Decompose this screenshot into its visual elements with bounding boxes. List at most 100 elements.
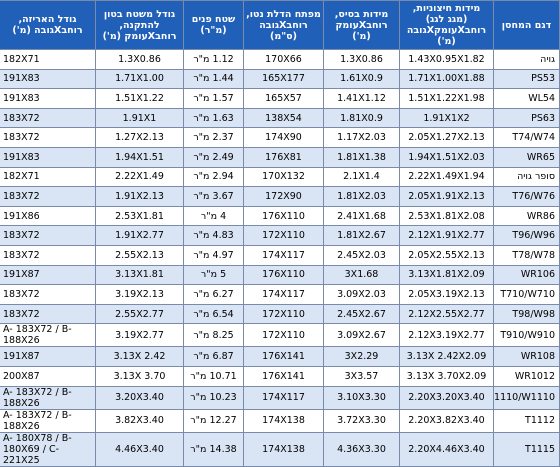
table-cell: 2.05X3.19X2.13 xyxy=(399,284,494,305)
table-cell: 174X117 xyxy=(243,385,324,410)
table-cell: 4.46X3.40 xyxy=(95,431,184,467)
table-cell: 183X72 xyxy=(0,244,96,266)
table-cell: 2.22X1.49X1.94 xyxy=(399,166,494,188)
table-cell: 3.10X3.30 xyxy=(323,385,400,410)
table-cell: 172X90 xyxy=(243,186,324,207)
table-cell: 183X72 xyxy=(0,127,96,148)
table-cell: 3X2.29 xyxy=(323,346,400,367)
table-cell: 3.09X2.67 xyxy=(323,323,400,348)
table-cell: 2.55X2.13 xyxy=(95,244,184,266)
table-cell: גויה xyxy=(493,49,560,70)
table-cell: 2.05X2.55X2.13 xyxy=(399,244,494,266)
header-cell: גודל האריזה, רוחבXגובה (מ') xyxy=(0,0,96,50)
table-cell: WR108 xyxy=(493,346,560,367)
table-cell: 3.13X1.81X2.09 xyxy=(399,264,494,286)
table-cell: 1.91X1X2 xyxy=(399,107,494,129)
table-cell: 2.12X1.91X2.77 xyxy=(399,225,494,246)
table-cell: A- 183X72 / B-188X26 xyxy=(0,323,96,348)
table-cell: 1.44 מ"ר xyxy=(183,68,244,90)
header-cell: דגם המחסן xyxy=(493,0,560,50)
table-cell: 2.1X1.4 xyxy=(323,166,400,188)
table-cell: 191X83 xyxy=(0,68,96,90)
table-cell: PS63 xyxy=(493,107,560,129)
table-cell: 1.51X1.22 xyxy=(95,88,184,109)
header-cell: מפתח הדלת נטו, רוחבXגובה (ס"מ) xyxy=(243,0,324,50)
table-cell: 2.55X2.77 xyxy=(95,303,184,325)
table-row: T710/W710 2.05X3.19X2.13 3.09X2.03 174X117 6… xyxy=(0,284,560,305)
table-cell: T710/W710 xyxy=(493,284,560,305)
table-cell: 176X141 xyxy=(243,365,324,387)
table-cell: 1.51X1.22X1.98 xyxy=(399,88,494,109)
table-cell: 1.43X0.95X1.82 xyxy=(399,49,494,70)
table-cell: 2.20X3.82X3.40 xyxy=(399,408,494,433)
table-cell: 6.87 מ"ר xyxy=(183,346,244,367)
table-cell: 5 מ"ר xyxy=(183,264,244,286)
table-cell: 2.41X1.68 xyxy=(323,205,400,227)
table-row: T1110/W1110 2.20X3.20X3.40 3.10X3.30 174X11… xyxy=(0,385,560,410)
table-row: PS53 1.71X1.00X1.88 1.61X0.9 165X177 1.44 מ"… xyxy=(0,68,560,90)
table-row: T98/W98 2.12X2.55X2.77 2.45X2.67 172X110 6.5… xyxy=(0,303,560,325)
table-cell: 176X110 xyxy=(243,264,324,286)
table-cell: 191X86 xyxy=(0,205,96,227)
table-cell: 191X87 xyxy=(0,346,96,367)
table-cell: WL54 xyxy=(493,88,560,109)
table-row: WR1012 3.13X 3.70X2.09 3X3.57 176X141 10.71 … xyxy=(0,365,560,387)
table-cell: 2.45X2.67 xyxy=(323,303,400,325)
table-cell: 3.19X2.13 xyxy=(95,284,184,305)
header-cell: שטח פנים (מ"ר) xyxy=(183,0,244,50)
table-cell: 1.71X1.00 xyxy=(95,68,184,90)
table-cell: 6.54 מ"ר xyxy=(183,303,244,325)
table-cell: 1.81X2.67 xyxy=(323,225,400,246)
table-body: גויה 1.43X0.95X1.82 1.3X0.86 170X66 1.12 מ"ר… xyxy=(0,49,560,467)
table-cell: 1.94X1.51 xyxy=(95,146,184,168)
table-cell: WR106 xyxy=(493,264,560,286)
table-cell: 1.91X2.77 xyxy=(95,225,184,246)
table-cell: 1.41X1.12 xyxy=(323,88,400,109)
table-cell: 2.37 מ"ר xyxy=(183,127,244,148)
table-row: T910/W910 2.12X3.19X2.77 3.09X2.67 172X110 8… xyxy=(0,323,560,348)
table-cell: 176X81 xyxy=(243,146,324,168)
table-cell: 3.13X 3.70X2.09 xyxy=(399,365,494,387)
table-row: WL54 1.51X1.22X1.98 1.41X1.12 165X57 1.57 מ"… xyxy=(0,88,560,109)
table-cell: 3.19X2.77 xyxy=(95,323,184,348)
table-cell: 183X72 xyxy=(0,186,96,207)
table-cell: 172X110 xyxy=(243,225,324,246)
table-row: T1112 2.20X3.82X3.40 3.72X3.30 174X138 12.27… xyxy=(0,408,560,433)
table-cell: 2.12X2.55X2.77 xyxy=(399,303,494,325)
table-cell: 170X66 xyxy=(243,49,324,70)
table-cell: T1115 xyxy=(493,431,560,467)
table-cell: 14.38 מ"ר xyxy=(183,431,244,467)
header-cell: מידות חיצוניות, (מגג לגג) רוחבXעומקXגובה… xyxy=(399,0,494,50)
table-cell: T98/W98 xyxy=(493,303,560,325)
table-cell: 2.53X1.81 xyxy=(95,205,184,227)
table-cell: 1.12 מ"ר xyxy=(183,49,244,70)
table-cell: 3.13X 3.70 xyxy=(95,365,184,387)
table-cell: T1112 xyxy=(493,408,560,433)
table-cell: 4.36X3.30 xyxy=(323,431,400,467)
table-cell: 182X71 xyxy=(0,166,96,188)
table-cell: 183X72 xyxy=(0,303,96,325)
table-cell: 2.49 מ"ר xyxy=(183,146,244,168)
table-cell: 165X57 xyxy=(243,88,324,109)
table-cell: 174X90 xyxy=(243,127,324,148)
table-cell: 172X110 xyxy=(243,323,324,348)
table-row: T76/W76 2.05X1.91X2.13 1.81X2.03 172X90 3.67… xyxy=(0,186,560,207)
table-cell: A- 180X78 / B-180X69 / C- 221X25 xyxy=(0,431,96,467)
table-cell: 1.91X1 xyxy=(95,107,184,129)
table-cell: T74/W74 xyxy=(493,127,560,148)
table-row: T96/W96 2.12X1.91X2.77 1.81X2.67 172X110 4.8… xyxy=(0,225,560,246)
table-cell: 3X1.68 xyxy=(323,264,400,286)
table-cell: 6.27 מ"ר xyxy=(183,284,244,305)
table-cell: 1.91X2.13 xyxy=(95,186,184,207)
table-cell: 3.09X2.03 xyxy=(323,284,400,305)
table-cell: 174X117 xyxy=(243,284,324,305)
table-cell: 1.27X2.13 xyxy=(95,127,184,148)
table-cell: 174X117 xyxy=(243,244,324,266)
table-cell: 172X110 xyxy=(243,303,324,325)
header-cell: מידות בסיס, רוחבXעומק (מ') xyxy=(323,0,400,50)
table-cell: 2.20X3.20X3.40 xyxy=(399,385,494,410)
table-cell: A- 183X72 / B-188X26 xyxy=(0,385,96,410)
table-cell: T76/W76 xyxy=(493,186,560,207)
